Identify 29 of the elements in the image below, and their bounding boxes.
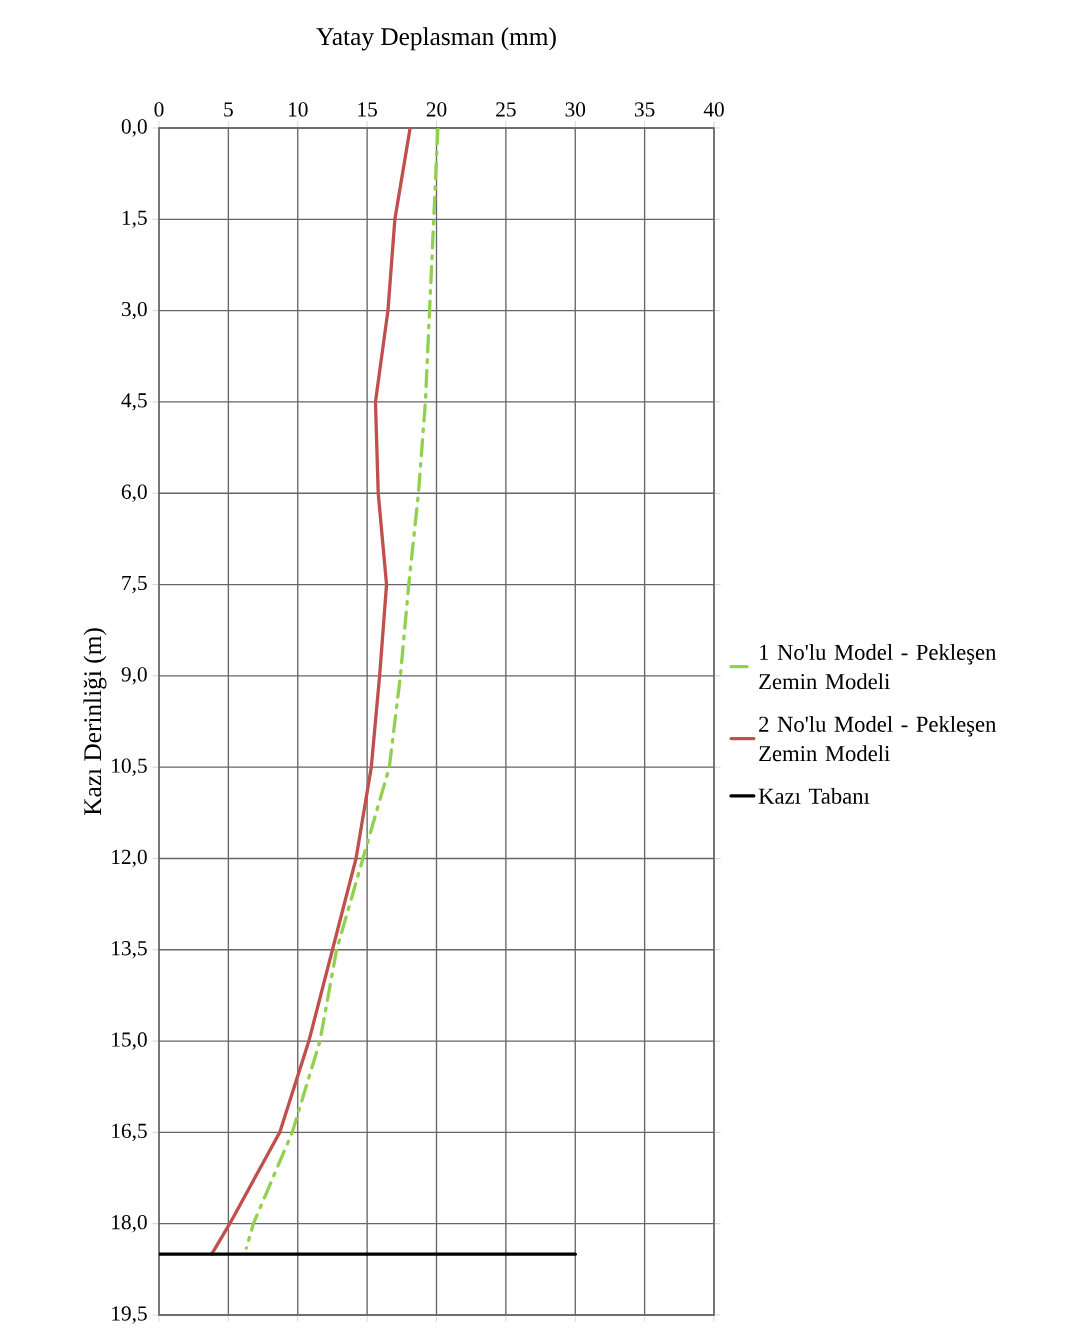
x-tick-label: 15 — [358, 102, 377, 117]
y-tick-label: 10,5 — [112, 758, 147, 776]
y-tick-label: 15,0 — [112, 1032, 147, 1050]
x-tick-label: 30 — [565, 102, 586, 117]
x-tick-label: 20 — [426, 102, 447, 117]
legend-label: 1 No'lu Model - Pekleşen Zemin Modeli — [759, 644, 997, 690]
y-tick-label: 6,0 — [121, 484, 147, 502]
x-tick-label: 10 — [288, 102, 308, 117]
x-tick-label: 35 — [634, 102, 655, 117]
y-tick-label: 19,5 — [112, 1306, 147, 1324]
legend-label: 2 No'lu Model - Pekleşen Zemin Modeli — [759, 715, 997, 762]
y-tick-label: 12,0 — [112, 849, 147, 868]
y-tick-label: 16,5 — [112, 1123, 147, 1142]
x-tick-label: 5 — [224, 102, 233, 117]
line-series — [244, 128, 440, 1250]
y-tick-label: 1,5 — [122, 210, 147, 228]
y-tick-label: 18,0 — [112, 1214, 147, 1233]
y-tick-label: 4,5 — [121, 393, 147, 411]
y-tick-label: 9,0 — [121, 667, 147, 685]
x-tick-label: 25 — [496, 102, 516, 117]
y-axis-title: Kazı Derinliği (m) — [83, 628, 107, 816]
y-tick-label: 3,0 — [121, 301, 147, 320]
y-tick-label: 7,5 — [122, 575, 147, 594]
x-tick-label: 0 — [154, 102, 164, 117]
x-axis-title: Yatay Deplasman (mm) — [316, 27, 556, 51]
x-tick-label: 40 — [703, 102, 724, 117]
y-tick-label: 13,5 — [112, 941, 147, 959]
y-tick-label: 0,0 — [121, 119, 147, 137]
legend-label: Kazı Tabanı — [758, 787, 870, 804]
